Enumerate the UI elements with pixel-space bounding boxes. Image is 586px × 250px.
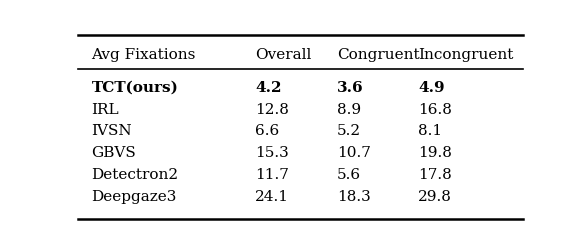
Text: 8.1: 8.1 <box>418 124 442 138</box>
Text: 18.3: 18.3 <box>336 190 370 203</box>
Text: 17.8: 17.8 <box>418 168 452 182</box>
Text: 29.8: 29.8 <box>418 190 452 203</box>
Text: Avg Fixations: Avg Fixations <box>91 48 196 62</box>
Text: 16.8: 16.8 <box>418 102 452 117</box>
Text: IRL: IRL <box>91 102 119 117</box>
Text: Incongruent: Incongruent <box>418 48 514 62</box>
Text: 10.7: 10.7 <box>336 146 370 160</box>
Text: 11.7: 11.7 <box>255 168 289 182</box>
Text: 24.1: 24.1 <box>255 190 289 203</box>
Text: IVSN: IVSN <box>91 124 132 138</box>
Text: 6.6: 6.6 <box>255 124 279 138</box>
Text: 5.2: 5.2 <box>336 124 361 138</box>
Text: 12.8: 12.8 <box>255 102 289 117</box>
Text: Detectron2: Detectron2 <box>91 168 179 182</box>
Text: Overall: Overall <box>255 48 311 62</box>
Text: GBVS: GBVS <box>91 146 136 160</box>
Text: Congruent: Congruent <box>336 48 419 62</box>
Text: 15.3: 15.3 <box>255 146 289 160</box>
Text: 3.6: 3.6 <box>336 81 363 95</box>
Text: 19.8: 19.8 <box>418 146 452 160</box>
Text: 8.9: 8.9 <box>336 102 361 117</box>
Text: 5.6: 5.6 <box>336 168 361 182</box>
Text: Deepgaze3: Deepgaze3 <box>91 190 177 203</box>
Text: 4.2: 4.2 <box>255 81 281 95</box>
Text: 4.9: 4.9 <box>418 81 445 95</box>
Text: TCT(ours): TCT(ours) <box>91 81 178 95</box>
